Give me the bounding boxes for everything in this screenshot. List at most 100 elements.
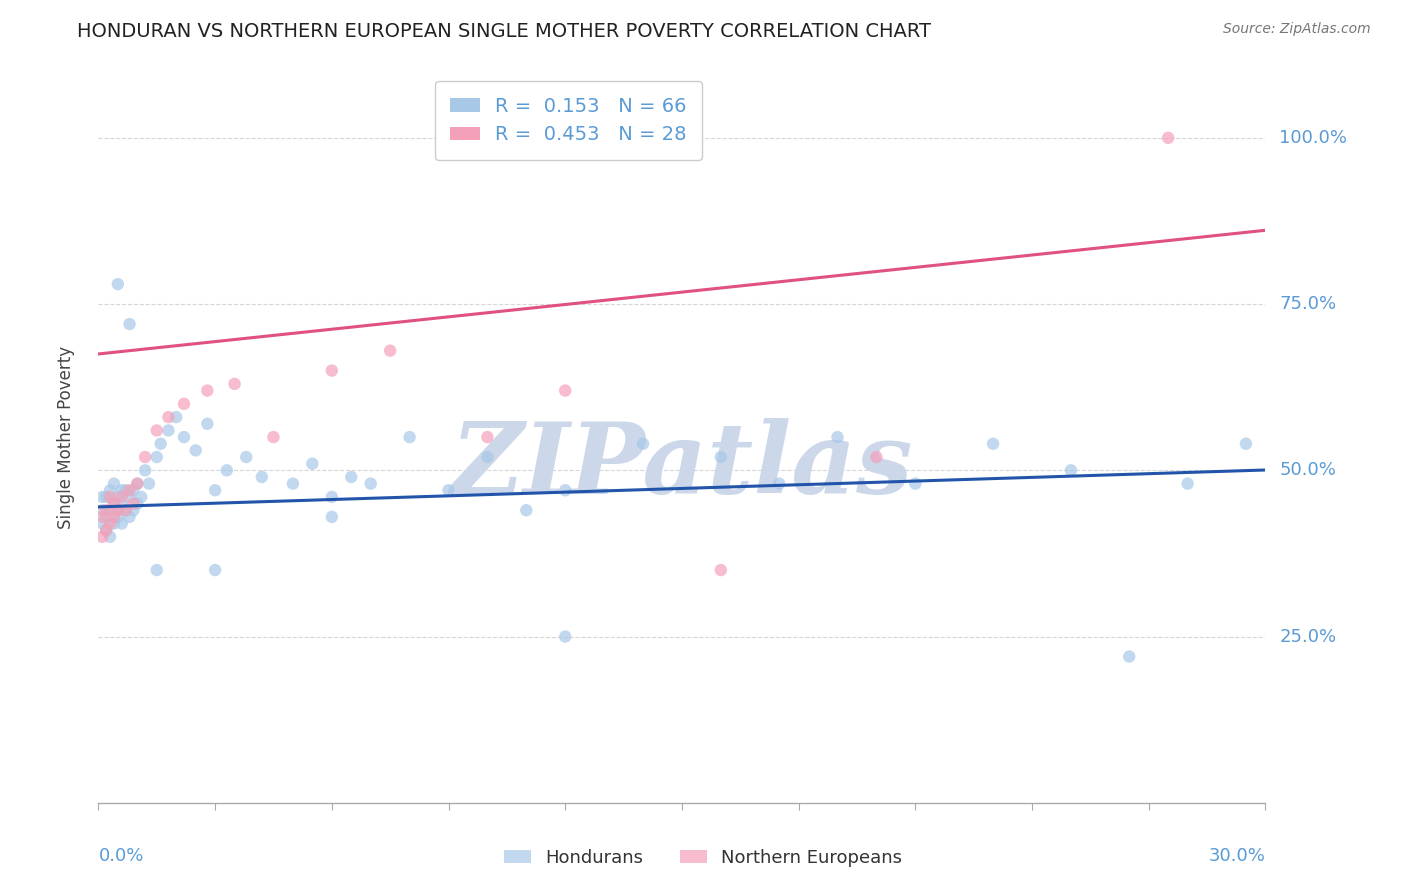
Point [96, 523, 118, 537]
Point [122, 497, 145, 511]
Point [107, 503, 129, 517]
Point [103, 497, 125, 511]
Point [204, 483, 226, 498]
Point [122, 483, 145, 498]
Point [91, 490, 114, 504]
Point [321, 490, 343, 504]
Text: HONDURAN VS NORTHERN EUROPEAN SINGLE MOTHER POVERTY CORRELATION CHART: HONDURAN VS NORTHERN EUROPEAN SINGLE MOT… [77, 22, 931, 41]
Point [96, 503, 118, 517]
Point [103, 516, 125, 531]
Point [127, 476, 149, 491]
Point [146, 450, 169, 464]
Point [107, 503, 129, 517]
Point [111, 497, 134, 511]
Point [118, 490, 141, 504]
Point [98, 483, 121, 498]
Point [398, 430, 420, 444]
Text: 75.0%: 75.0% [1279, 295, 1337, 313]
Point [149, 436, 172, 450]
Point [91, 530, 114, 544]
Point [477, 450, 499, 464]
Point [122, 503, 145, 517]
Point [204, 563, 226, 577]
Point [981, 436, 1004, 450]
Point [710, 450, 733, 464]
Point [114, 503, 136, 517]
Point [710, 563, 733, 577]
Point [157, 424, 180, 438]
Point [114, 503, 136, 517]
Point [1157, 131, 1180, 145]
Point [437, 483, 460, 498]
Point [321, 363, 343, 377]
Point [165, 410, 187, 425]
Point [515, 503, 537, 517]
Point [865, 450, 887, 464]
Point [1118, 649, 1140, 664]
Text: 100.0%: 100.0% [1279, 128, 1347, 147]
Y-axis label: Single Mother Poverty: Single Mother Poverty [56, 345, 75, 529]
Point [111, 483, 134, 498]
Point [96, 509, 118, 524]
Point [173, 397, 195, 411]
Point [98, 530, 121, 544]
Point [215, 463, 238, 477]
Point [91, 503, 114, 517]
Point [98, 503, 121, 517]
Point [134, 450, 156, 464]
Point [262, 430, 284, 444]
Point [827, 430, 849, 444]
Point [904, 476, 927, 491]
Point [111, 516, 134, 531]
Point [127, 476, 149, 491]
Point [250, 470, 273, 484]
Point [554, 483, 576, 498]
Point [184, 443, 207, 458]
Legend: R =  0.153   N = 66, R =  0.453   N = 28: R = 0.153 N = 66, R = 0.453 N = 28 [434, 81, 702, 160]
Point [281, 476, 304, 491]
Point [195, 417, 218, 431]
Text: 25.0%: 25.0% [1279, 628, 1337, 646]
Point [127, 497, 149, 511]
Point [224, 376, 246, 391]
Point [96, 490, 118, 504]
Point [91, 516, 114, 531]
Point [1060, 463, 1083, 477]
Point [340, 470, 363, 484]
Point [129, 490, 152, 504]
Point [118, 509, 141, 524]
Text: Source: ZipAtlas.com: Source: ZipAtlas.com [1223, 22, 1371, 37]
Text: ZIPatlas: ZIPatlas [451, 418, 912, 515]
Point [107, 490, 129, 504]
Point [134, 463, 156, 477]
Point [1177, 476, 1199, 491]
Point [118, 483, 141, 498]
Point [91, 509, 114, 524]
Point [111, 490, 134, 504]
Point [380, 343, 402, 358]
Point [195, 384, 218, 398]
Text: 50.0%: 50.0% [1279, 461, 1336, 479]
Point [173, 430, 195, 444]
Point [98, 490, 121, 504]
Point [98, 516, 121, 531]
Point [107, 509, 129, 524]
Point [96, 523, 118, 537]
Point [321, 509, 343, 524]
Point [235, 450, 257, 464]
Point [768, 476, 790, 491]
Point [103, 476, 125, 491]
Text: 30.0%: 30.0% [1209, 847, 1265, 864]
Point [360, 476, 382, 491]
Point [103, 497, 125, 511]
Point [477, 430, 499, 444]
Point [554, 384, 576, 398]
Point [631, 436, 654, 450]
Point [157, 410, 180, 425]
Text: 0.0%: 0.0% [98, 847, 143, 864]
Point [103, 509, 125, 524]
Point [146, 424, 169, 438]
Point [146, 563, 169, 577]
Point [554, 630, 576, 644]
Point [107, 277, 129, 292]
